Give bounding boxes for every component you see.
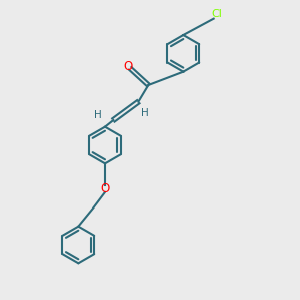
Text: O: O: [100, 182, 109, 195]
Text: O: O: [124, 60, 133, 73]
Text: H: H: [94, 110, 102, 120]
Text: H: H: [142, 108, 149, 118]
Text: Cl: Cl: [211, 9, 222, 19]
